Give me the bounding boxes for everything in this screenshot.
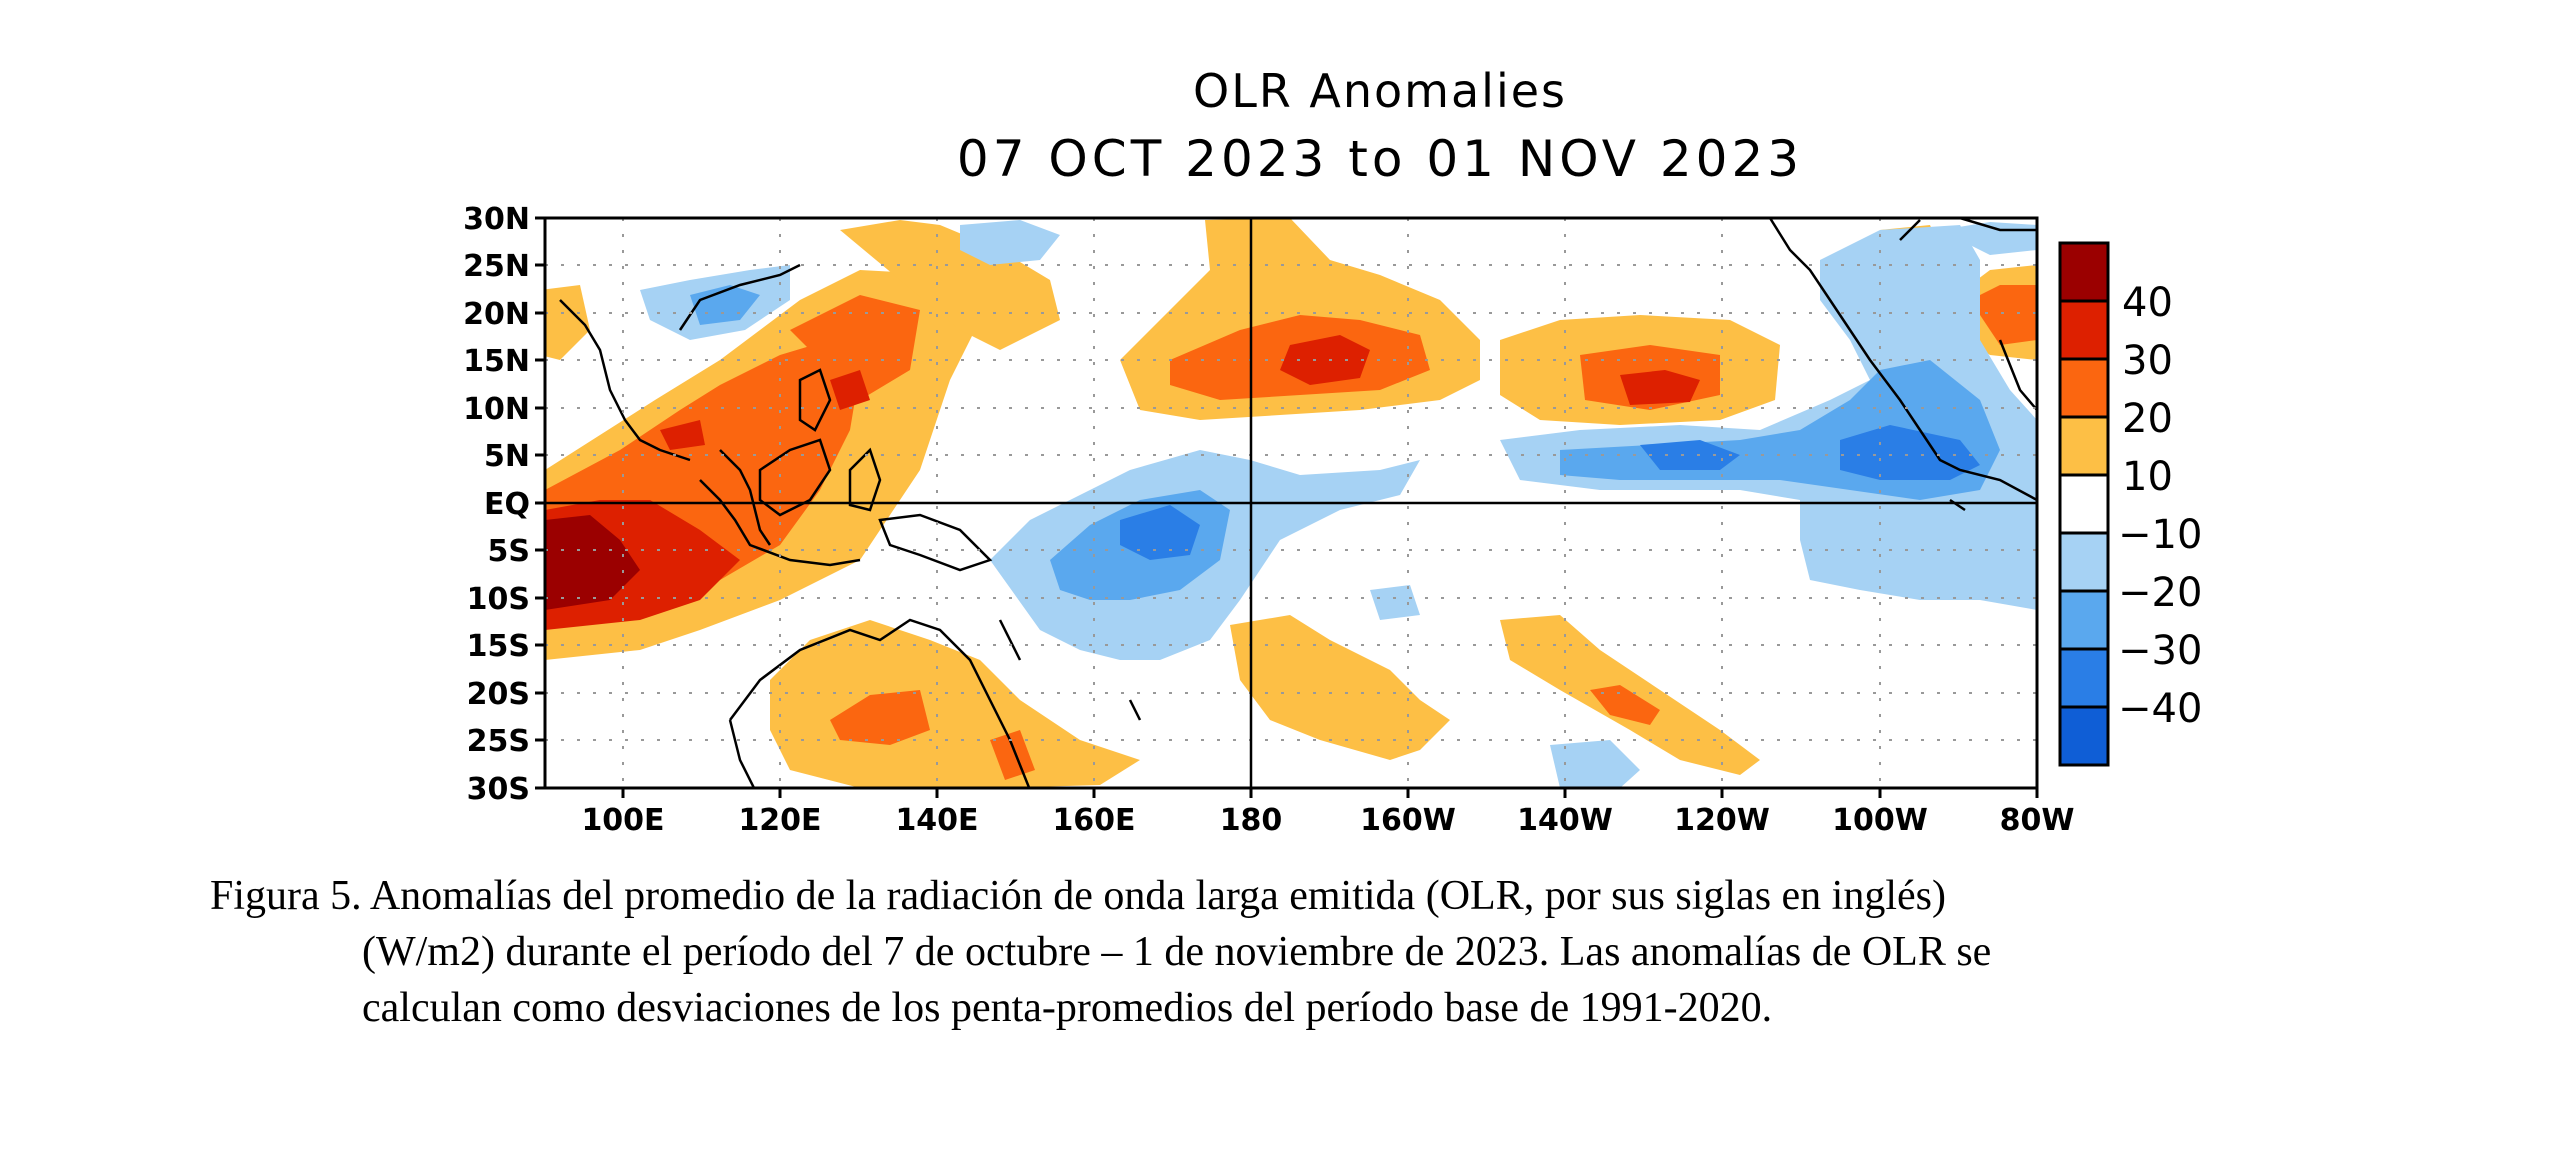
lon-label: 120W (1674, 803, 1770, 838)
lat-label: 15N (463, 344, 530, 379)
figure-caption-line-1: Figura 5. Anomalías del promedio de la r… (210, 873, 1946, 919)
lat-label: 10N (463, 392, 530, 427)
lon-label: 160E (1052, 803, 1135, 838)
lon-label: 180 (1220, 803, 1283, 838)
figure-caption-line-2: (W/m2) durante el período del 7 de octub… (362, 929, 1992, 975)
anomaly-field (545, 218, 2037, 788)
lon-label: 120E (738, 803, 821, 838)
lat-label: 25S (467, 724, 530, 759)
legend-swatch (2060, 359, 2108, 417)
positive-anomaly-regions (545, 218, 2037, 788)
legend-swatch (2060, 707, 2108, 765)
lat-label: 30S (467, 772, 530, 807)
legend-label: −40 (2118, 686, 2202, 732)
lat-label: 10S (467, 582, 530, 617)
lon-label: 140W (1517, 803, 1613, 838)
legend-label: 40 (2122, 280, 2173, 326)
tick-marks (535, 216, 2039, 798)
chart-title: OLR Anomalies (1192, 64, 1567, 118)
legend-label: −20 (2118, 570, 2202, 616)
legend-swatch (2060, 301, 2108, 359)
lat-label: EQ (484, 487, 530, 522)
legend-swatch (2060, 243, 2108, 301)
legend-swatch (2060, 591, 2108, 649)
lon-label: 160W (1360, 803, 1456, 838)
olr-anomaly-map: 30N 25N 20N 15N 10N 5N EQ 5S 10S 15S 20S… (463, 202, 2202, 838)
legend-label: 10 (2122, 454, 2173, 500)
lat-label: 15S (467, 629, 530, 664)
legend-swatch (2060, 533, 2108, 591)
lat-label: 25N (463, 249, 530, 284)
legend-label: 20 (2122, 396, 2173, 442)
lon-label: 100W (1832, 803, 1928, 838)
legend-label: 30 (2122, 338, 2173, 384)
chart-subtitle: 07 OCT 2023 to 01 NOV 2023 (956, 130, 1804, 188)
lon-label: 140E (895, 803, 978, 838)
legend-label: −10 (2118, 512, 2202, 558)
legend-swatch (2060, 417, 2108, 475)
lat-label: 5S (488, 534, 530, 569)
legend-swatch (2060, 475, 2108, 533)
lat-label: 5N (484, 439, 530, 474)
legend-label: −30 (2118, 628, 2202, 674)
lon-label: 100E (581, 803, 664, 838)
color-legend: 40 30 20 10 −10 −20 −30 −40 (2058, 241, 2202, 767)
legend-swatch (2060, 649, 2108, 707)
lon-label: 80W (2000, 803, 2075, 838)
lat-label: 20N (463, 297, 530, 332)
lat-label: 30N (463, 202, 530, 237)
figure-caption-line-3: calculan como desviaciones de los penta-… (362, 985, 1773, 1031)
lat-label: 20S (467, 677, 530, 712)
coastlines (559, 218, 2037, 788)
